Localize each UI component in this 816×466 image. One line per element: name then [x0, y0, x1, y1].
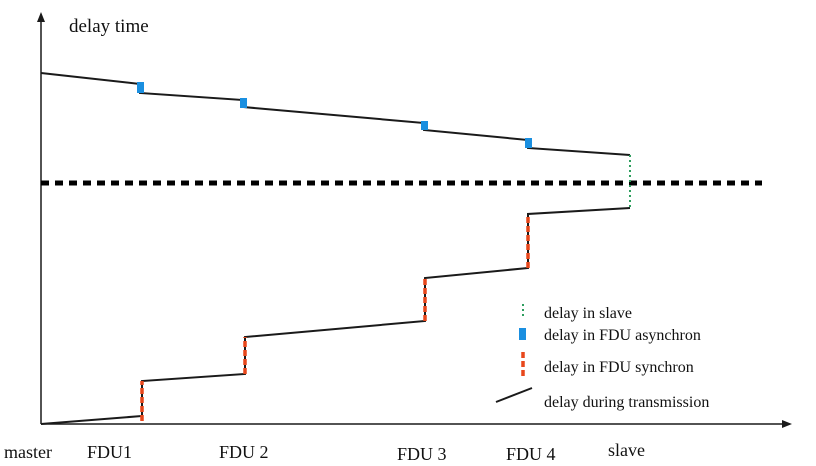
- x-label-fdu4: FDU 4: [506, 444, 556, 464]
- sync-delay-path: [40, 207, 631, 425]
- async-delay-marker-fdu4: [525, 138, 532, 148]
- legend-transmission-symbol: [495, 387, 533, 403]
- async-delay-marker-fdu1: [137, 82, 144, 93]
- x-label-fdu2: FDU 2: [219, 442, 269, 462]
- x-axis-arrowhead: [782, 420, 792, 428]
- x-label-slave: slave: [608, 440, 645, 460]
- y-axis-arrowhead: [37, 12, 45, 22]
- legend-async-symbol: [519, 328, 526, 340]
- legend-async-label: delay in FDU asynchron: [544, 327, 701, 344]
- legend: delay in slave delay in FDU asynchron de…: [495, 304, 709, 411]
- async-delay-marker-fdu2: [240, 98, 247, 108]
- async-delay-path: [40, 72, 631, 156]
- y-axis-label: delay time: [69, 16, 149, 37]
- x-label-fdu3: FDU 3: [397, 444, 447, 464]
- legend-transmission-label: delay during transmission: [544, 394, 709, 411]
- x-label-fdu1: FDU1: [87, 442, 132, 462]
- legend-slave-label: delay in slave: [544, 305, 632, 322]
- x-label-master: master: [4, 442, 52, 462]
- async-delay-marker-fdu3: [421, 121, 428, 130]
- legend-sync-label: delay in FDU synchron: [544, 359, 694, 376]
